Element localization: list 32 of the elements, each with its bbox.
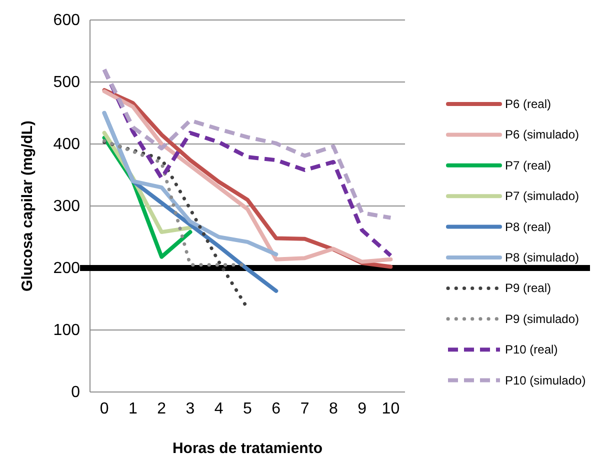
x-tick-label: 1 xyxy=(128,400,138,418)
x-tick-label: 7 xyxy=(300,400,310,418)
y-tick-label: 0 xyxy=(71,384,80,402)
line-series xyxy=(102,111,278,256)
x-tick-label: 5 xyxy=(243,400,252,418)
y-tick-label: 100 xyxy=(53,322,80,340)
line-series xyxy=(102,68,393,220)
legend-label: P10 (simulado) xyxy=(505,373,586,388)
x-tick-label: 6 xyxy=(272,400,281,418)
y-tick-label: 600 xyxy=(53,12,80,30)
legend-label: P8 (real) xyxy=(505,220,552,234)
legend-label: P6 (simulado) xyxy=(505,128,580,142)
y-tick-label: 300 xyxy=(53,198,80,216)
x-tick-label: 8 xyxy=(328,400,338,418)
y-tick-label: 500 xyxy=(53,74,80,92)
x-tick-label: 0 xyxy=(100,400,109,418)
x-tick-label: 4 xyxy=(214,400,224,418)
legend-label: P9 (simulado) xyxy=(505,312,580,326)
x-tick-label: 3 xyxy=(186,400,195,418)
y-tick-label: 400 xyxy=(53,136,80,154)
legend-label: P8 (simulado) xyxy=(505,250,580,264)
y-axis-title: Glucosa capilar (mg/dL) xyxy=(19,120,36,292)
y-tick-label: 200 xyxy=(53,260,80,278)
legend-label: P6 (real) xyxy=(505,97,552,111)
legend-label: P7 (simulado) xyxy=(505,189,580,204)
x-axis-title: Horas de tratamiento xyxy=(172,440,323,457)
x-tick-label: 10 xyxy=(382,400,400,418)
legend-label: P7 (real) xyxy=(505,158,552,172)
x-tick-label: 9 xyxy=(358,400,367,418)
legend-label: P9 (real) xyxy=(505,281,552,296)
legend-label: P10 (real) xyxy=(505,342,558,357)
x-tick-label: 2 xyxy=(157,400,166,418)
